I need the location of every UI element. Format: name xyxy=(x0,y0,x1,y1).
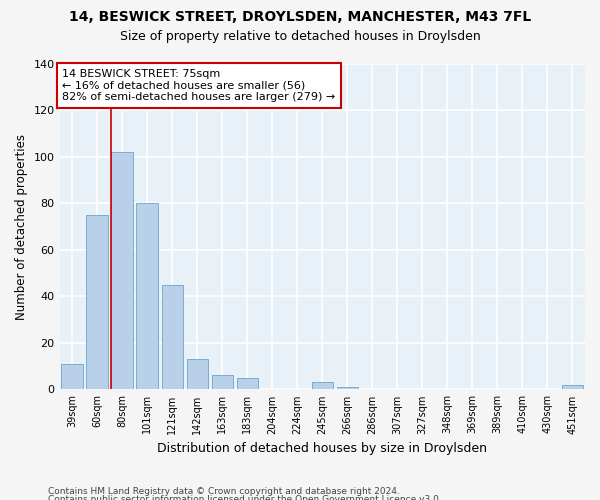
Bar xyxy=(311,382,333,390)
Bar xyxy=(562,385,583,390)
Bar xyxy=(86,215,108,390)
Bar xyxy=(112,152,133,390)
Bar xyxy=(136,204,158,390)
Bar xyxy=(161,285,183,390)
Text: 14 BESWICK STREET: 75sqm
← 16% of detached houses are smaller (56)
82% of semi-d: 14 BESWICK STREET: 75sqm ← 16% of detach… xyxy=(62,69,335,102)
Text: 14, BESWICK STREET, DROYLSDEN, MANCHESTER, M43 7FL: 14, BESWICK STREET, DROYLSDEN, MANCHESTE… xyxy=(69,10,531,24)
Text: Contains HM Land Registry data © Crown copyright and database right 2024.: Contains HM Land Registry data © Crown c… xyxy=(48,488,400,496)
Bar xyxy=(337,387,358,390)
Bar xyxy=(212,376,233,390)
Bar xyxy=(61,364,83,390)
Text: Size of property relative to detached houses in Droylsden: Size of property relative to detached ho… xyxy=(119,30,481,43)
Text: Contains public sector information licensed under the Open Government Licence v3: Contains public sector information licen… xyxy=(48,495,442,500)
Bar xyxy=(236,378,258,390)
Bar xyxy=(187,359,208,390)
X-axis label: Distribution of detached houses by size in Droylsden: Distribution of detached houses by size … xyxy=(157,442,487,455)
Y-axis label: Number of detached properties: Number of detached properties xyxy=(15,134,28,320)
